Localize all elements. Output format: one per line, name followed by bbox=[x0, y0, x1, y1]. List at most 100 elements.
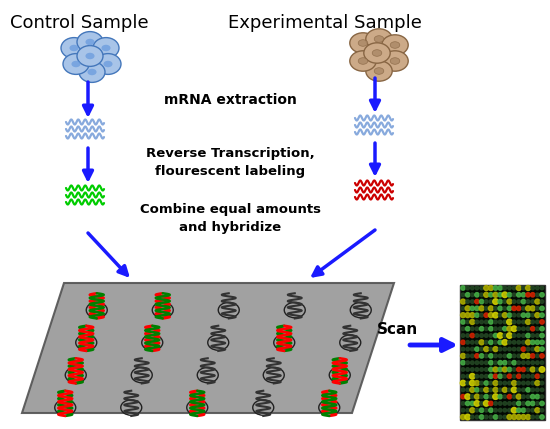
Circle shape bbox=[466, 408, 470, 412]
Circle shape bbox=[485, 307, 488, 310]
Circle shape bbox=[512, 286, 516, 290]
Circle shape bbox=[466, 334, 470, 337]
Circle shape bbox=[512, 381, 516, 386]
Circle shape bbox=[536, 320, 539, 324]
Circle shape bbox=[540, 306, 544, 311]
Circle shape bbox=[461, 293, 465, 296]
Circle shape bbox=[493, 367, 498, 372]
Circle shape bbox=[526, 286, 531, 290]
Ellipse shape bbox=[366, 61, 392, 81]
Circle shape bbox=[521, 367, 526, 372]
Circle shape bbox=[521, 414, 526, 420]
Circle shape bbox=[512, 334, 516, 337]
Circle shape bbox=[536, 293, 539, 296]
Circle shape bbox=[470, 300, 474, 303]
Circle shape bbox=[521, 286, 525, 290]
Circle shape bbox=[512, 300, 516, 303]
Circle shape bbox=[466, 286, 470, 290]
Circle shape bbox=[498, 293, 502, 297]
Circle shape bbox=[475, 394, 480, 399]
Circle shape bbox=[498, 327, 502, 330]
Circle shape bbox=[521, 402, 525, 405]
Circle shape bbox=[531, 300, 535, 303]
Circle shape bbox=[526, 306, 531, 311]
Circle shape bbox=[536, 327, 539, 330]
Circle shape bbox=[517, 313, 520, 317]
Circle shape bbox=[531, 388, 535, 392]
Circle shape bbox=[498, 320, 502, 324]
Circle shape bbox=[503, 307, 507, 310]
Circle shape bbox=[475, 368, 478, 371]
Circle shape bbox=[540, 333, 544, 338]
Circle shape bbox=[517, 361, 520, 365]
Circle shape bbox=[480, 415, 484, 419]
Circle shape bbox=[480, 299, 484, 304]
Circle shape bbox=[507, 299, 512, 304]
Text: Experimental Sample: Experimental Sample bbox=[228, 14, 422, 32]
Circle shape bbox=[535, 408, 540, 413]
Circle shape bbox=[540, 320, 544, 324]
Circle shape bbox=[526, 300, 530, 303]
Circle shape bbox=[536, 286, 539, 290]
Circle shape bbox=[470, 368, 474, 371]
Circle shape bbox=[540, 375, 544, 378]
Ellipse shape bbox=[382, 51, 408, 71]
Text: Reverse Transcription,
flourescent labeling: Reverse Transcription, flourescent label… bbox=[146, 146, 315, 178]
Circle shape bbox=[480, 293, 483, 296]
Circle shape bbox=[507, 313, 512, 317]
Circle shape bbox=[535, 313, 540, 317]
Circle shape bbox=[536, 307, 539, 310]
Circle shape bbox=[489, 340, 493, 344]
Circle shape bbox=[530, 306, 535, 311]
Circle shape bbox=[498, 306, 502, 311]
Circle shape bbox=[507, 326, 512, 331]
Circle shape bbox=[470, 408, 475, 413]
Circle shape bbox=[465, 306, 470, 311]
Circle shape bbox=[540, 326, 544, 331]
Circle shape bbox=[493, 299, 498, 305]
Circle shape bbox=[470, 401, 475, 406]
Circle shape bbox=[516, 408, 521, 412]
Circle shape bbox=[461, 388, 465, 392]
Circle shape bbox=[516, 306, 521, 311]
Circle shape bbox=[484, 292, 489, 297]
Circle shape bbox=[535, 381, 540, 386]
Circle shape bbox=[489, 320, 493, 324]
Circle shape bbox=[517, 320, 520, 324]
Circle shape bbox=[485, 320, 488, 324]
Circle shape bbox=[470, 333, 475, 338]
Circle shape bbox=[485, 300, 488, 303]
Circle shape bbox=[465, 326, 470, 331]
Circle shape bbox=[502, 292, 508, 298]
Ellipse shape bbox=[390, 57, 400, 64]
Circle shape bbox=[494, 341, 497, 344]
Text: Scan: Scan bbox=[377, 323, 419, 338]
Circle shape bbox=[521, 353, 526, 358]
Circle shape bbox=[466, 354, 470, 358]
Ellipse shape bbox=[63, 54, 89, 74]
Circle shape bbox=[498, 415, 502, 419]
Circle shape bbox=[507, 293, 512, 297]
Circle shape bbox=[536, 368, 539, 371]
Circle shape bbox=[516, 401, 521, 406]
Circle shape bbox=[508, 381, 512, 385]
Circle shape bbox=[507, 319, 512, 325]
Circle shape bbox=[531, 401, 535, 406]
Circle shape bbox=[461, 307, 465, 310]
Circle shape bbox=[502, 367, 507, 372]
Circle shape bbox=[466, 368, 470, 371]
Polygon shape bbox=[22, 283, 394, 413]
Circle shape bbox=[475, 299, 479, 304]
Circle shape bbox=[470, 313, 475, 317]
Circle shape bbox=[485, 334, 488, 337]
Circle shape bbox=[493, 394, 498, 399]
Circle shape bbox=[498, 388, 502, 392]
Circle shape bbox=[489, 367, 493, 372]
Circle shape bbox=[540, 388, 544, 392]
Circle shape bbox=[475, 347, 479, 351]
Circle shape bbox=[526, 313, 530, 317]
Circle shape bbox=[461, 402, 465, 405]
Circle shape bbox=[498, 360, 502, 365]
Circle shape bbox=[461, 286, 465, 290]
Circle shape bbox=[485, 368, 488, 371]
